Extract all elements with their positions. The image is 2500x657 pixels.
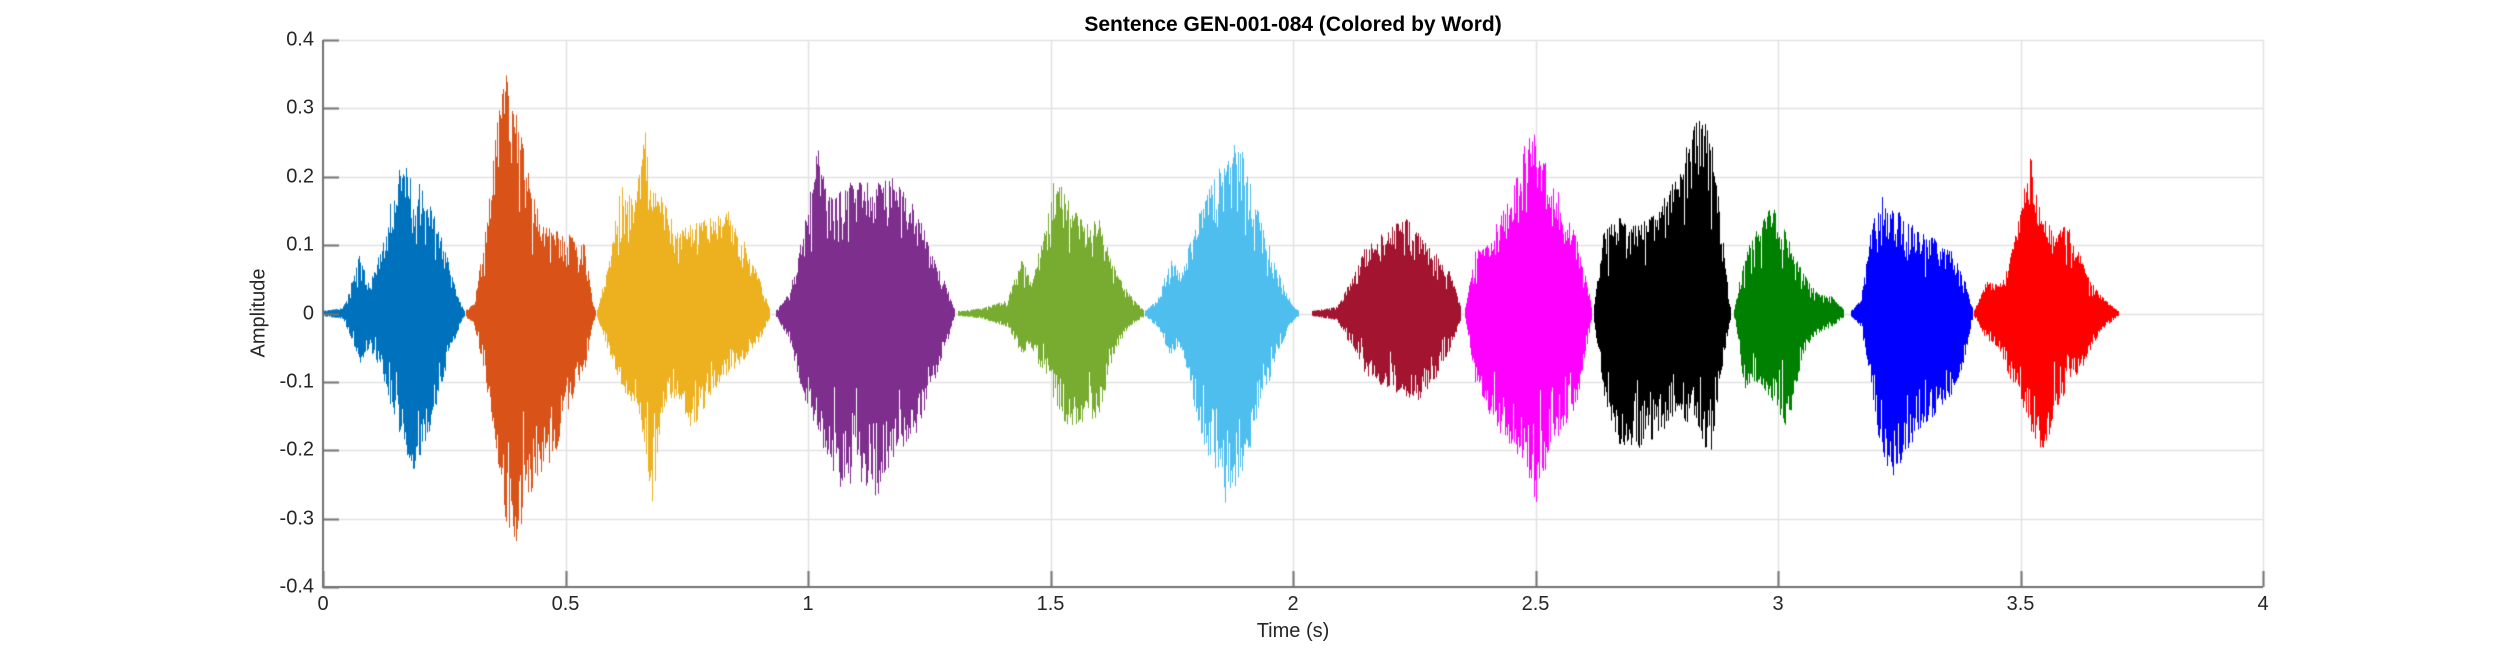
- x-tick-label: 4: [2257, 593, 2269, 615]
- x-tick-label: 3: [1772, 593, 1784, 615]
- x-tick-label: 0: [317, 593, 329, 615]
- y-tick-label: 0.3: [286, 96, 314, 119]
- y-tick-label: 0.2: [286, 165, 314, 188]
- y-tick-label: -0.1: [279, 370, 314, 393]
- x-tick-label: 0.5: [551, 593, 580, 615]
- x-tick-label: 2: [1287, 593, 1299, 615]
- x-tick-label: 3.5: [2006, 593, 2035, 615]
- x-tick-label: 1.5: [1036, 593, 1065, 615]
- y-tick-label: 0.4: [286, 28, 314, 51]
- x-tick-label: 1: [802, 593, 814, 615]
- y-tick-label: -0.3: [279, 507, 314, 530]
- y-tick-label: 0: [302, 302, 314, 324]
- y-tick-label: -0.2: [279, 438, 314, 461]
- chart-title: Sentence GEN-001-084 (Colored by Word): [1084, 13, 1502, 36]
- x-tick-label: 2.5: [1521, 593, 1550, 615]
- y-tick-label: -0.4: [279, 575, 314, 598]
- x-axis-label: Time (s): [1256, 620, 1330, 642]
- y-tick-label: 0.1: [286, 233, 314, 256]
